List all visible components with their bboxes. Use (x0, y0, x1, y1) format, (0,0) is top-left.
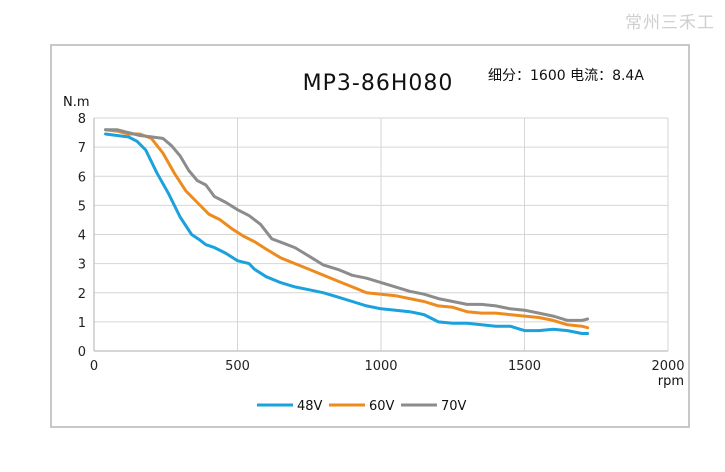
series-line-48v (104, 132, 590, 335)
brand-watermark: 常州三禾工 (625, 13, 715, 33)
series-line-60v (104, 128, 590, 330)
legend-label-60v: 60V (369, 399, 395, 414)
chart-title: MP3-86H080 (303, 71, 454, 96)
y-tick-label: 8 (78, 112, 86, 127)
axes: 0 500 1000 1500 2000 0 1 2 3 4 5 6 7 8 (78, 112, 685, 374)
x-tick-label: 1000 (364, 359, 397, 374)
y-tick-label: 2 (78, 287, 86, 302)
y-tick-label: 6 (78, 170, 86, 185)
grid-lines (94, 117, 669, 351)
x-tick-label: 2000 (651, 359, 684, 374)
title-box (280, 62, 476, 100)
x-axis-label: rpm (658, 374, 684, 389)
x-tick-label: 500 (225, 359, 250, 374)
y-tick-label: 0 (78, 345, 86, 360)
y-axis-label: N.m (63, 95, 90, 110)
x-tick-label: 0 (90, 359, 98, 374)
x-tick-label: 1500 (508, 359, 541, 374)
legend-label-48v: 48V (297, 399, 323, 414)
y-tick-label: 7 (78, 141, 86, 156)
legend: 48V 60V 70V (257, 399, 467, 414)
y-tick-label: 5 (78, 199, 86, 214)
y-tick-label: 3 (78, 258, 86, 273)
chart-frame (50, 44, 690, 428)
series-lines (104, 128, 590, 335)
chart-subtitle: 细分：1600 电流：8.4A (488, 68, 644, 84)
y-tick-label: 1 (78, 316, 86, 331)
y-tick-label: 4 (78, 229, 86, 244)
legend-label-70v: 70V (441, 399, 467, 414)
series-line-70v (104, 128, 590, 322)
